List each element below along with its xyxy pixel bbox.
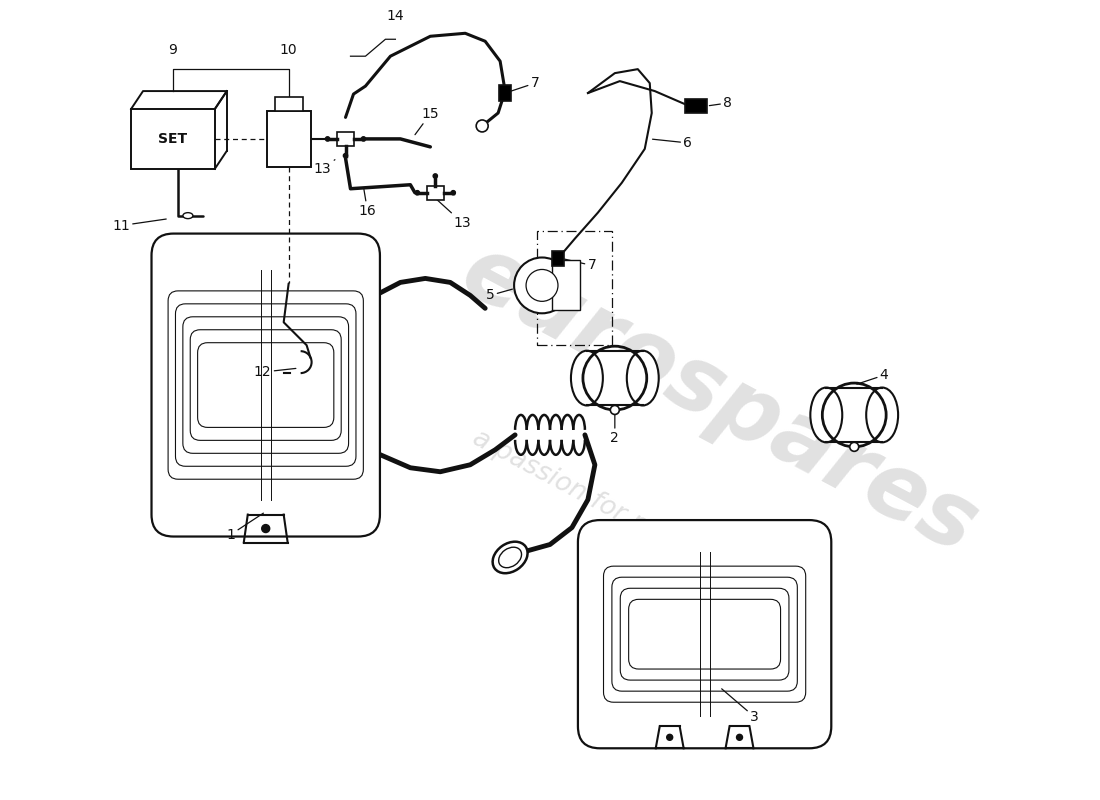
Text: 15: 15: [415, 107, 439, 134]
Circle shape: [476, 120, 488, 132]
Circle shape: [326, 137, 330, 141]
Bar: [337, 132, 354, 146]
Bar: [266, 111, 310, 167]
Bar: [552, 261, 580, 310]
Ellipse shape: [866, 387, 898, 442]
Circle shape: [361, 137, 365, 141]
Bar: [275, 97, 302, 111]
Bar: [499, 85, 512, 101]
Bar: [537, 230, 612, 345]
Ellipse shape: [811, 387, 843, 442]
Ellipse shape: [493, 542, 528, 574]
Text: 5: 5: [486, 288, 513, 302]
Text: 8: 8: [710, 96, 732, 110]
Bar: [131, 109, 214, 169]
Circle shape: [526, 270, 558, 302]
Text: SET: SET: [158, 132, 187, 146]
Ellipse shape: [627, 350, 659, 406]
Circle shape: [849, 442, 859, 451]
Text: 7: 7: [564, 258, 596, 273]
Bar: [684, 99, 706, 113]
FancyBboxPatch shape: [578, 520, 832, 748]
Ellipse shape: [183, 213, 192, 218]
Circle shape: [262, 525, 270, 533]
Circle shape: [514, 258, 570, 314]
Text: 2: 2: [610, 410, 619, 445]
Text: 1: 1: [227, 513, 263, 542]
Text: 9: 9: [168, 43, 177, 57]
Circle shape: [433, 174, 438, 178]
Text: 13: 13: [431, 194, 471, 230]
Circle shape: [610, 406, 619, 414]
Circle shape: [343, 154, 348, 158]
Circle shape: [415, 190, 419, 195]
Text: a passion for parts since 1985: a passion for parts since 1985: [468, 425, 832, 634]
Circle shape: [667, 734, 673, 740]
Text: eurospares: eurospares: [447, 227, 992, 573]
Bar: [587, 350, 642, 406]
Text: 10: 10: [279, 43, 297, 57]
Bar: [826, 387, 882, 442]
Text: 13: 13: [314, 160, 334, 176]
Text: 11: 11: [112, 218, 166, 233]
Ellipse shape: [571, 350, 603, 406]
Text: 3: 3: [722, 689, 759, 724]
Text: 16: 16: [359, 190, 376, 218]
Circle shape: [451, 190, 455, 195]
Ellipse shape: [498, 547, 521, 568]
Text: 12: 12: [254, 365, 296, 379]
Text: 6: 6: [652, 136, 692, 150]
Circle shape: [737, 734, 742, 740]
Bar: [552, 250, 564, 266]
Text: 7: 7: [508, 76, 539, 92]
Text: 14: 14: [386, 10, 404, 23]
Text: 4: 4: [857, 368, 889, 384]
FancyBboxPatch shape: [152, 234, 380, 537]
Bar: [427, 186, 443, 200]
